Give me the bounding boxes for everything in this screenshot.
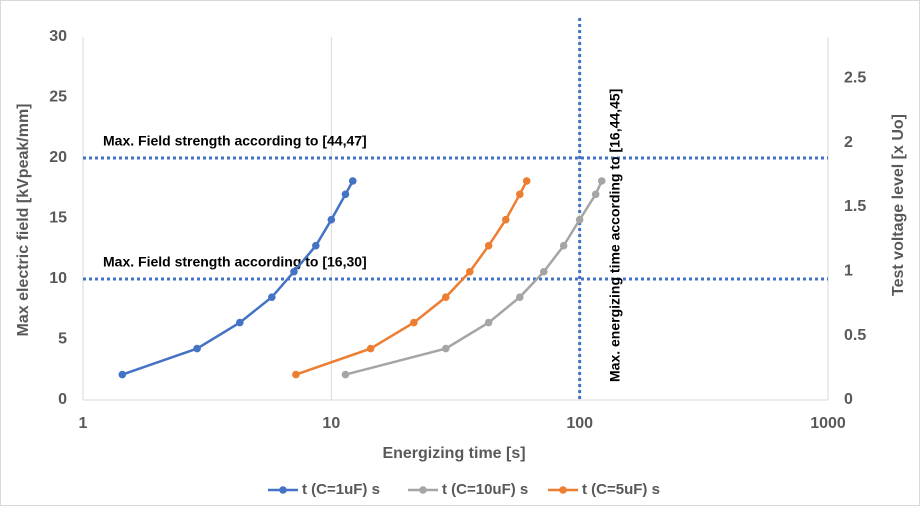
legend-label: t (C=1uF) s bbox=[302, 481, 380, 498]
legend-label: t (C=5uF) s bbox=[582, 481, 660, 498]
data-point bbox=[515, 293, 524, 301]
data-point bbox=[465, 267, 474, 276]
y2-tick-label: 0 bbox=[844, 391, 853, 408]
data-point bbox=[341, 370, 350, 379]
y2-tick-label: 0.5 bbox=[844, 327, 866, 344]
y-tick-label: 0 bbox=[58, 391, 67, 408]
y-tick-label: 25 bbox=[49, 89, 67, 106]
data-point bbox=[484, 241, 493, 250]
y2-tick-label: 2 bbox=[844, 134, 853, 151]
x-axis-label: Energizing time [s] bbox=[382, 445, 525, 462]
y-tick-label: 10 bbox=[49, 270, 67, 287]
reference-label: Max. Field strength according to [16,30] bbox=[103, 254, 367, 270]
data-point bbox=[327, 215, 336, 224]
y2-tick-label: 1.5 bbox=[844, 198, 866, 215]
x-tick-label: 10 bbox=[322, 415, 340, 432]
data-point bbox=[341, 190, 350, 199]
data-point bbox=[312, 241, 320, 250]
reference-label: Max. Field strength according to [44,47] bbox=[103, 133, 367, 149]
y-axis-label: Max electric field [kVpeak/mm] bbox=[15, 104, 32, 337]
x-tick-label: 1 bbox=[79, 415, 88, 432]
data-point bbox=[193, 344, 201, 353]
y-tick-label: 15 bbox=[49, 210, 67, 227]
data-point bbox=[410, 318, 418, 327]
data-point bbox=[290, 267, 298, 276]
data-point bbox=[292, 370, 300, 379]
data-point bbox=[236, 318, 244, 327]
x-tick-label: 1000 bbox=[810, 415, 846, 432]
legend-marker bbox=[559, 486, 567, 494]
y-tick-label: 5 bbox=[58, 331, 67, 348]
data-point bbox=[366, 344, 375, 353]
data-point bbox=[522, 177, 531, 185]
data-point bbox=[268, 293, 276, 301]
y2-axis-label: Test voltage level [x Uo] bbox=[890, 114, 907, 296]
data-point bbox=[441, 344, 450, 353]
legend-marker bbox=[279, 486, 287, 494]
data-point bbox=[515, 190, 524, 199]
data-point bbox=[591, 190, 600, 199]
data-point bbox=[484, 318, 493, 327]
data-point bbox=[118, 370, 127, 379]
y-tick-label: 30 bbox=[49, 28, 67, 45]
data-point bbox=[348, 177, 357, 185]
data-point bbox=[441, 293, 450, 301]
data-point bbox=[575, 215, 584, 224]
x-tick-label: 100 bbox=[566, 415, 593, 432]
data-point bbox=[597, 177, 606, 185]
y-tick-label: 20 bbox=[49, 149, 67, 166]
reference-label: Max. energizing time according to [16,44… bbox=[606, 89, 622, 382]
data-point bbox=[501, 215, 510, 224]
y2-tick-label: 2.5 bbox=[844, 69, 866, 86]
legend-label: t (C=10uF) s bbox=[442, 481, 528, 498]
y2-tick-label: 1 bbox=[844, 262, 853, 279]
data-point bbox=[539, 267, 548, 276]
data-point bbox=[559, 241, 568, 250]
legend-marker bbox=[419, 486, 427, 494]
